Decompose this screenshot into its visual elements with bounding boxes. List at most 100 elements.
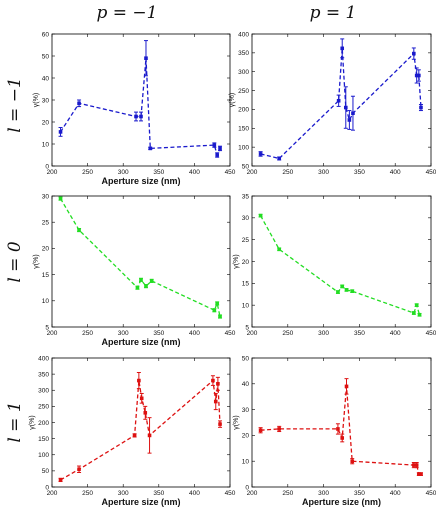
panels: 200 250 300 350 400 4500102030405060Aperture … [29, 31, 436, 507]
series-line [60, 379, 221, 481]
x-tick-label: 300 [318, 330, 329, 337]
y-tick-label: 40 [42, 75, 50, 82]
data-point [148, 146, 153, 151]
data-point [343, 105, 348, 110]
x-axis-label: Aperture size (nm) [101, 337, 180, 347]
x-tick-label: 400 [390, 330, 401, 337]
y-axis-label: γ(%) [33, 93, 40, 107]
data-point [147, 433, 152, 438]
panel-1: 200 250 300 350 400 450 0 10 20 30 40 50 60 Aperture … [33, 31, 236, 186]
y-tick-label: 20 [242, 433, 250, 440]
data-point [412, 463, 416, 467]
x-axis-label: Aperture size (nm) [302, 497, 381, 507]
series-line [59, 198, 221, 317]
data-point [213, 399, 218, 404]
plot-frame [251, 357, 432, 488]
y-tick-label: 250 [38, 404, 49, 411]
y-tick-label: 20 [42, 246, 50, 253]
y-tick-label: 35 [242, 193, 250, 200]
data-point [351, 111, 355, 115]
x-tick-label: 450 [426, 169, 436, 176]
y-tick-label: 0 [245, 484, 249, 491]
y-tick-label: 40 [242, 381, 250, 388]
y-tick-label: 50 [42, 53, 50, 60]
y-tick-label: 30 [242, 407, 250, 414]
y-tick-label: 60 [42, 31, 50, 38]
data-point [336, 427, 340, 431]
data-point [414, 463, 419, 467]
data-point [218, 314, 222, 319]
data-point [258, 428, 263, 433]
x-tick-label: 250 [282, 490, 293, 497]
data-point [137, 378, 141, 383]
panel-3: 200 250 300 350 400 450 5 10 15 20 25 30 Aperture si… [33, 193, 236, 347]
data-point [144, 284, 148, 288]
plot-frame [251, 195, 432, 328]
y-axis-label: γ(%) [229, 93, 236, 107]
column-header-p-minus-1: p = −1 [97, 3, 158, 23]
panel-2: 200 250 300 350 400 450 50 100 150 200 250 300 350 40… [229, 31, 436, 176]
data-point [144, 56, 148, 60]
y-tick-label: 25 [242, 237, 250, 244]
panel-5: 200 250 300 350 400 450 0 50 100 150 200 250 300 350 4… [29, 355, 236, 507]
data-point [336, 290, 340, 294]
y-tick-label: 100 [238, 144, 249, 151]
data-point [216, 382, 220, 386]
series-line [59, 58, 221, 157]
row-header-l-1: l = 1 [5, 401, 25, 442]
x-axis-label: Aperture size (nm) [101, 176, 180, 186]
data-point [139, 114, 143, 119]
y-tick-label: 400 [238, 31, 249, 38]
y-tick-label: 350 [238, 50, 249, 57]
panel-6: 200 250 300 350 400 450 0 10 20 30 40 50 Aperture si… [233, 355, 436, 507]
data-point [417, 472, 421, 476]
data-point [134, 114, 138, 119]
y-tick-label: 300 [238, 69, 249, 76]
data-point [336, 98, 341, 103]
data-point [419, 105, 423, 110]
y-tick-label: 0 [45, 484, 49, 491]
data-point [414, 303, 419, 307]
y-tick-label: 350 [38, 371, 49, 378]
data-point [215, 301, 219, 306]
x-tick-label: 300 [318, 490, 329, 497]
x-tick-label: 350 [153, 169, 164, 176]
x-tick-label: 450 [426, 490, 436, 497]
data-point [212, 308, 217, 313]
x-tick-label: 200 [247, 330, 258, 337]
y-tick-label: 50 [242, 163, 250, 170]
x-tick-label: 400 [189, 490, 200, 497]
x-tick-label: 350 [354, 490, 365, 497]
y-tick-label: 25 [42, 220, 50, 227]
x-tick-label: 250 [282, 330, 293, 337]
y-tick-label: 15 [42, 272, 50, 279]
data-point [212, 143, 217, 147]
column-header-p-1: p = 1 [310, 3, 357, 23]
y-tick-label: 150 [238, 126, 249, 133]
x-tick-label: 450 [225, 169, 236, 176]
x-tick-label: 200 [247, 169, 258, 176]
y-tick-label: 400 [38, 355, 49, 362]
data-point [344, 384, 349, 389]
y-tick-label: 100 [38, 452, 49, 459]
data-point [211, 378, 215, 383]
data-point [417, 312, 422, 317]
x-tick-label: 300 [318, 169, 329, 176]
y-tick-label: 10 [42, 141, 50, 148]
x-tick-label: 450 [426, 330, 436, 337]
row-header-l-minus-1: l = −1 [5, 77, 25, 133]
y-tick-label: 50 [42, 468, 50, 475]
x-tick-label: 250 [282, 169, 293, 176]
data-point [58, 478, 63, 482]
series-line [260, 215, 421, 315]
y-tick-label: 200 [38, 420, 49, 427]
data-point [412, 51, 416, 56]
y-tick-label: 10 [242, 302, 250, 309]
data-point [344, 288, 349, 292]
x-tick-label: 200 [47, 490, 58, 497]
plot-frame [51, 195, 231, 328]
data-point [139, 396, 144, 401]
x-tick-label: 350 [354, 169, 365, 176]
x-axis-label: Aperture size (nm) [101, 497, 180, 507]
